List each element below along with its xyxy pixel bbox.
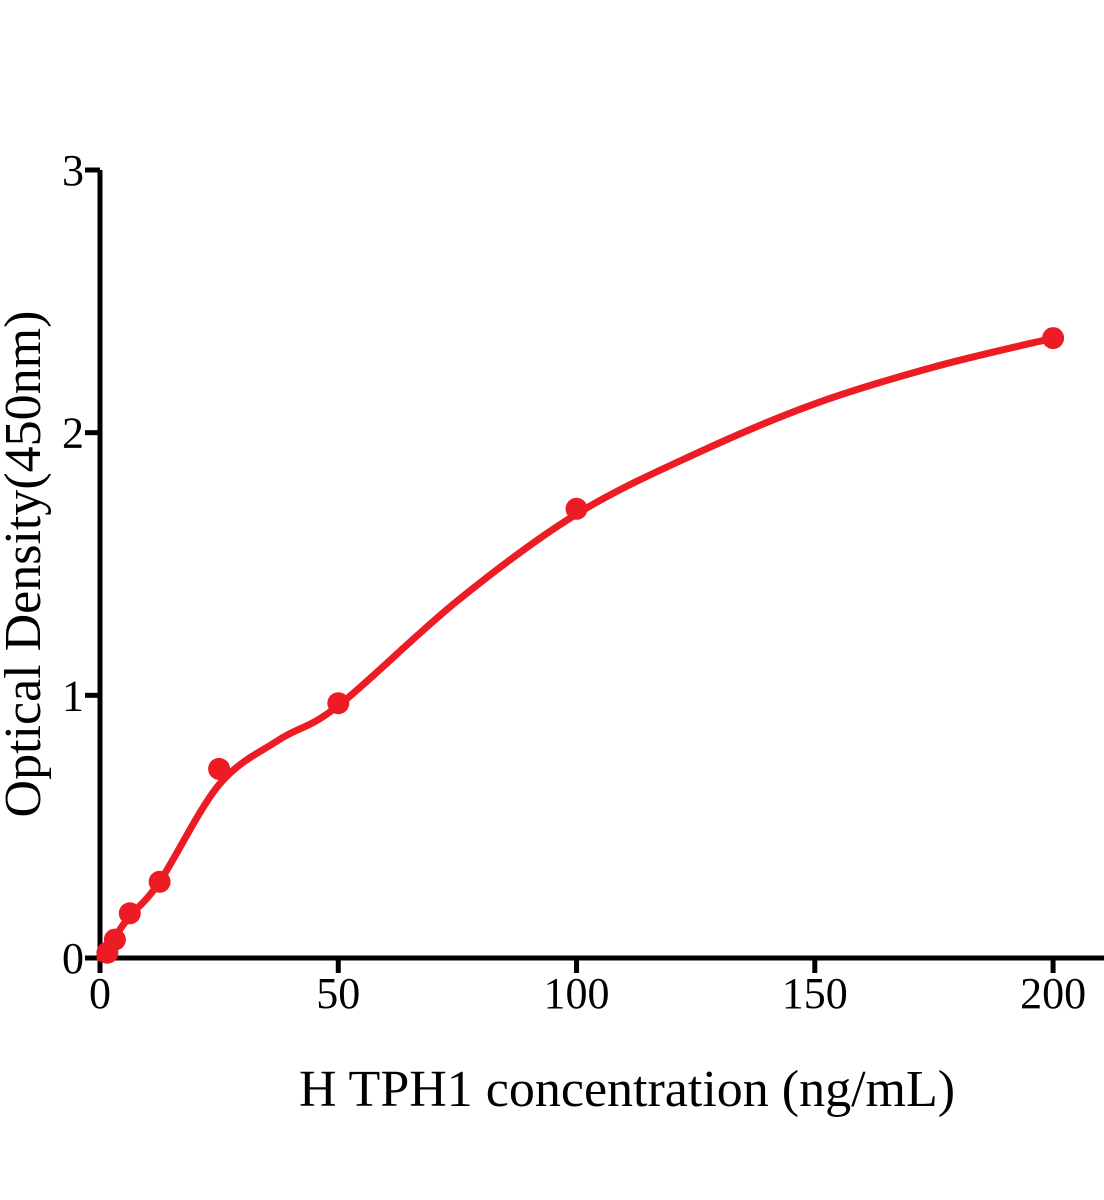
x-axis-ticks: 0 50 100 150 200: [89, 958, 1086, 1018]
data-point: [327, 692, 350, 715]
data-point: [208, 757, 231, 780]
y-axis-title: Optical Density(450nm): [0, 311, 52, 818]
x-tick-label: 150: [782, 969, 848, 1018]
fit-curve-line: [96, 334, 1057, 962]
data-point: [103, 928, 126, 951]
y-tick-label: 3: [62, 146, 84, 195]
y-tick-label: 0: [62, 934, 84, 983]
y-axis-ticks: 0 1 2 3: [62, 146, 100, 983]
data-points: [96, 327, 1065, 964]
data-point: [148, 870, 171, 893]
x-tick-label: 200: [1020, 969, 1086, 1018]
data-point: [1042, 327, 1065, 350]
x-tick-label: 50: [316, 969, 360, 1018]
data-point: [118, 902, 141, 925]
x-axis-title: H TPH1 concentration (ng/mL): [299, 1061, 955, 1118]
x-tick-label: 0: [89, 969, 111, 1018]
x-tick-label: 100: [544, 969, 610, 1018]
axes-lines: [97, 170, 1104, 961]
data-point: [565, 497, 588, 520]
y-tick-label: 1: [62, 671, 84, 720]
y-tick-label: 2: [62, 409, 84, 458]
